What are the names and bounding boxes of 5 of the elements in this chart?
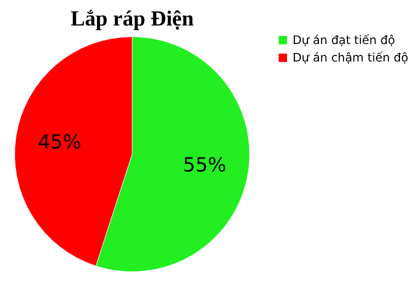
data-label: 55% <box>182 154 226 177</box>
data-label: 45% <box>38 130 82 154</box>
legend-label: Dự án chậm tiến độ <box>292 50 408 65</box>
chart-title: Lắp ráp Điện <box>70 6 194 31</box>
legend-label: Dự án đạt tiến độ <box>292 33 396 48</box>
